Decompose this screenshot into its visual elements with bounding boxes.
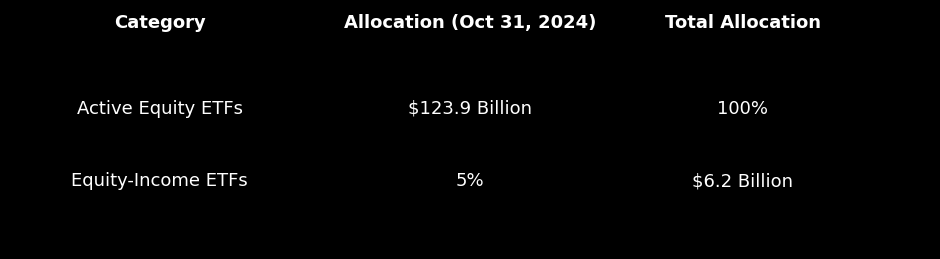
Text: Active Equity ETFs: Active Equity ETFs — [77, 100, 243, 118]
Text: $123.9 Billion: $123.9 Billion — [408, 100, 532, 118]
Text: Category: Category — [114, 14, 206, 32]
Text: $6.2 Billion: $6.2 Billion — [692, 172, 793, 190]
Text: Allocation (Oct 31, 2024): Allocation (Oct 31, 2024) — [344, 14, 596, 32]
Text: 100%: 100% — [717, 100, 768, 118]
Text: Equity-Income ETFs: Equity-Income ETFs — [71, 172, 248, 190]
Text: Total Allocation: Total Allocation — [665, 14, 821, 32]
Text: 5%: 5% — [456, 172, 484, 190]
